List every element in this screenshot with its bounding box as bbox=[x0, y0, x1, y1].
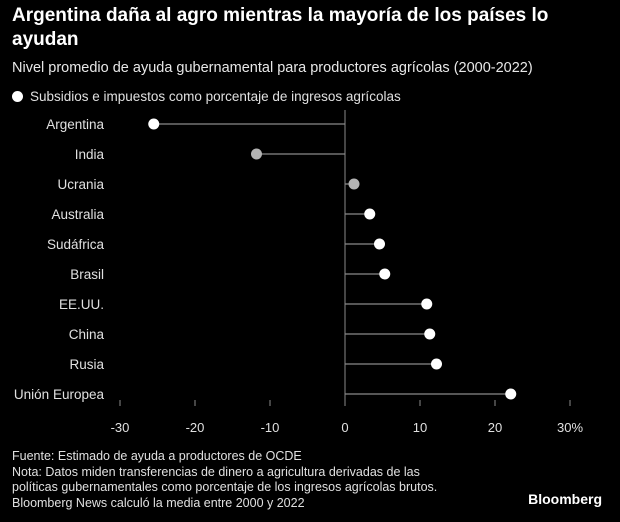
lollipop-chart: -30 -20 -10 0 10 20 30% Argentina India Ucrania Au… bbox=[14, 110, 583, 435]
footer-note-line-2: políticas gubernamentales como porcentaj… bbox=[12, 480, 438, 494]
category-label: Rusia bbox=[69, 357, 104, 372]
lollipop-point bbox=[421, 298, 433, 310]
footer: Fuente: Estimado de ayuda a productores … bbox=[12, 449, 512, 511]
lollipop-point bbox=[431, 358, 442, 370]
lollipop-point bbox=[148, 118, 160, 130]
x-tick-label: 30% bbox=[557, 420, 583, 435]
lollipop-point bbox=[251, 148, 262, 160]
footer-source: Fuente: Estimado de ayuda a productores … bbox=[12, 449, 302, 463]
legend: Subsidios e impuestos como porcentaje de… bbox=[12, 89, 401, 104]
category-label: China bbox=[69, 327, 105, 342]
lollipop-point bbox=[374, 238, 385, 250]
legend-dot-icon bbox=[12, 91, 23, 102]
category-label: India bbox=[75, 147, 105, 162]
lollipop-point bbox=[505, 388, 517, 400]
footer-note-line-1: Nota: Datos miden transferencias de dine… bbox=[12, 464, 420, 479]
category-label: Brasil bbox=[70, 267, 104, 282]
chart-title: Argentina daña al agro mientras la mayor… bbox=[12, 5, 549, 50]
legend-label: Subsidios e impuestos como porcentaje de… bbox=[30, 89, 401, 104]
x-tick-label: -20 bbox=[186, 420, 205, 435]
x-tick-label: -10 bbox=[261, 420, 280, 435]
lollipop-point bbox=[424, 328, 436, 340]
footer-note-line-3: Bloomberg News calculó la media entre 20… bbox=[12, 495, 305, 510]
category-label: Argentina bbox=[46, 117, 104, 132]
lollipop-point bbox=[379, 268, 391, 280]
x-tick-label: 0 bbox=[341, 420, 348, 435]
lollipop-point bbox=[364, 208, 376, 220]
chart-subtitle: Nivel promedio de ayuda gubernamental pa… bbox=[12, 60, 533, 76]
category-label: Australia bbox=[51, 207, 104, 222]
bloomberg-logo: Bloomberg bbox=[528, 491, 602, 507]
x-tick-label: 10 bbox=[413, 420, 427, 435]
category-label: Unión Europea bbox=[14, 387, 105, 402]
x-tick-label: -30 bbox=[111, 420, 130, 435]
category-label: EE.UU. bbox=[59, 297, 104, 312]
lollipop-point bbox=[348, 178, 360, 190]
category-label: Ucrania bbox=[57, 177, 104, 192]
x-tick-label: 20 bbox=[488, 420, 502, 435]
category-label: Sudáfrica bbox=[47, 237, 105, 252]
